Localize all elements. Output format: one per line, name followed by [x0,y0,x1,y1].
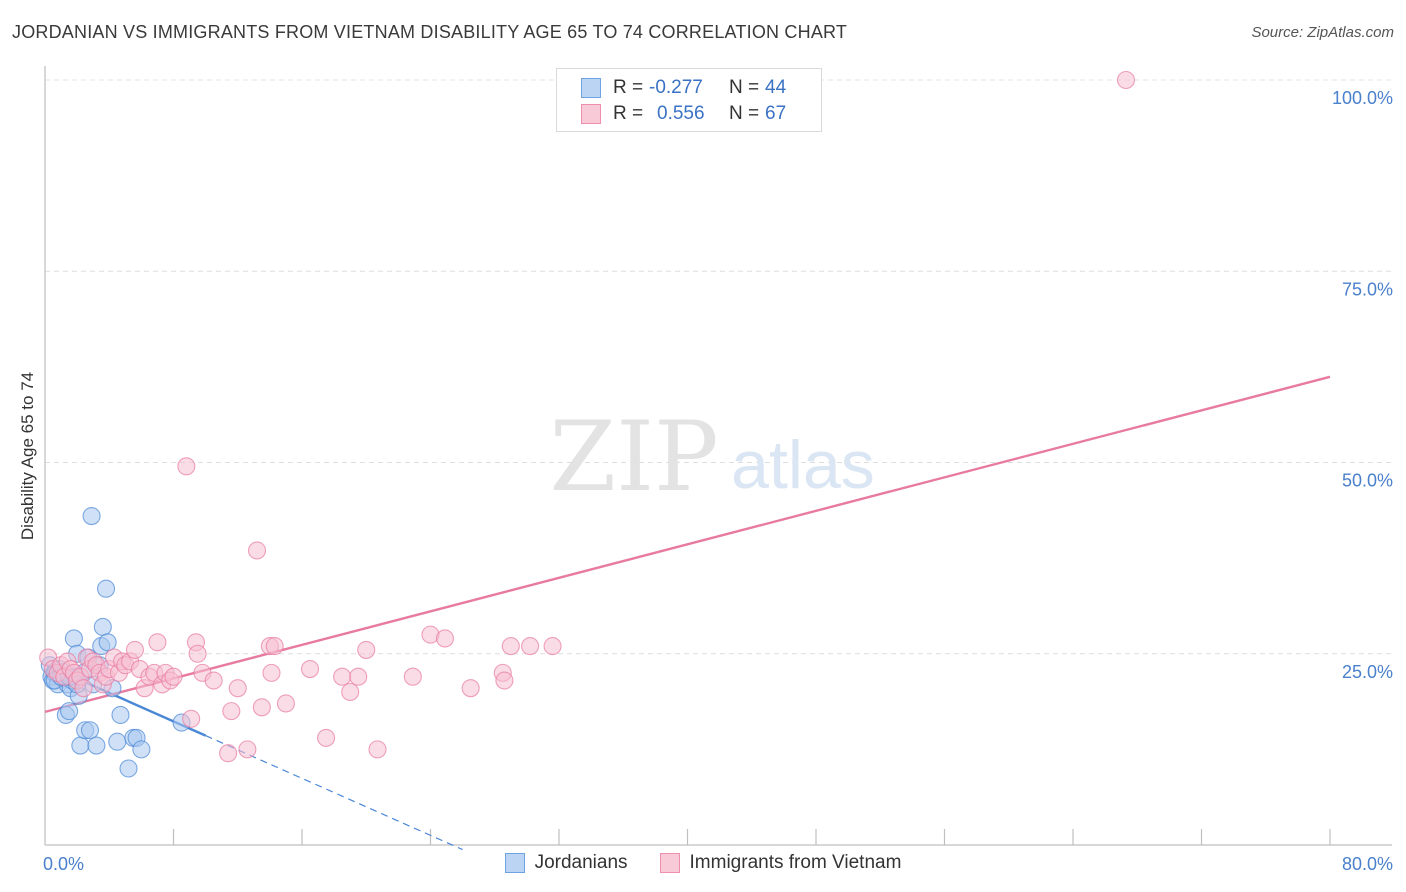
legend-row-jordanians: R = -0.277 N = 44 [581,77,786,99]
point-vietnam [341,682,360,702]
point-vietnam [125,640,144,659]
point-vietnam [543,637,562,656]
point-vietnam [204,671,223,690]
watermark-zip: ZIP [549,401,718,513]
point-vietnam [521,637,540,656]
y-tick-label: 50.0% [1342,471,1393,491]
point-jordanians [64,629,83,648]
legend-r-label: R = [613,77,644,98]
point-vietnam [219,744,238,763]
point-vietnam [238,740,257,759]
point-vietnam [182,709,201,728]
watermark-atlas: atlas [731,427,875,503]
y-tick-label: 100.0% [1332,88,1393,108]
legend-swatch-jordanians [581,78,601,98]
axes [44,66,1392,846]
point-vietnam [368,740,387,759]
data-points [39,70,1136,778]
point-vietnam [501,637,520,656]
legend-n-label: N = [729,103,760,124]
point-vietnam [276,694,295,713]
point-jordanians [71,736,90,755]
point-vietnam [188,644,207,663]
point-vietnam [222,702,241,721]
grid-lines [45,79,1392,655]
point-jordanians [111,705,130,725]
x-tick-label: 0.0% [43,854,84,874]
point-vietnam [177,457,196,476]
watermark: ZIP atlas [549,401,874,513]
legend-item-jordanians[interactable]: Jordanians [504,852,628,874]
point-jordanians [87,736,106,755]
correlation-legend: R = -0.277 N = 44 R = 0.556 N = 67 [556,68,822,132]
point-jordanians [93,617,112,637]
point-vietnam [349,667,368,686]
point-jordanians [119,759,138,778]
legend-row-vietnam: R = 0.556 N = 67 [581,103,786,125]
x-tick-label: 80.0% [1342,854,1393,874]
point-jordanians [98,633,117,652]
series-legend: Jordanians Immigrants from Vietnam [0,852,1406,874]
point-vietnam [1116,70,1136,90]
point-vietnam [252,698,271,717]
point-vietnam [262,663,281,682]
legend-swatch-jordanians [504,853,525,873]
source-label: Source: ZipAtlas.com [1251,24,1394,41]
point-jordanians [80,721,100,740]
legend-swatch-vietnam [659,853,680,873]
point-vietnam [317,728,336,747]
y-axis-label: Disability Age 65 to 74 [18,372,37,540]
trendline-vietnam [44,375,1331,714]
legend-n-value: 67 [765,103,787,124]
point-jordanians [96,579,116,598]
point-jordanians [82,506,101,526]
point-vietnam [164,667,183,686]
trendline-jordanians-extension [205,735,463,851]
point-vietnam [461,679,480,698]
legend-item-vietnam[interactable]: Immigrants from Vietnam [659,852,902,874]
legend-label-jordanians: Jordanians [534,852,628,873]
legend-r-value: 0.556 [657,103,705,124]
point-vietnam [74,679,93,698]
point-vietnam [403,667,422,686]
legend-n-label: N = [729,77,760,98]
y-tick-label: 75.0% [1342,279,1393,299]
point-jordanians [60,702,79,721]
point-vietnam [228,679,247,698]
point-jordanians [132,740,151,759]
point-vietnam [300,659,320,679]
point-vietnam [247,541,267,560]
point-vietnam [435,629,455,648]
point-jordanians [108,732,127,751]
point-vietnam [265,637,284,656]
legend-n-value: 44 [765,77,787,98]
y-tick-label: 25.0% [1342,662,1393,682]
tick-labels: 25.0% 50.0% 75.0% 100.0% 0.0% 80.0% [43,88,1393,874]
legend-r-label: R = [613,103,644,124]
legend-swatch-vietnam [581,104,601,124]
point-vietnam [495,671,514,690]
point-vietnam [333,667,352,686]
chart-title: JORDANIAN VS IMMIGRANTS FROM VIETNAM DIS… [12,22,848,42]
legend-r-value: -0.277 [649,77,703,98]
point-vietnam [148,633,167,652]
point-vietnam [357,640,376,659]
legend-label-vietnam: Immigrants from Vietnam [689,852,902,873]
